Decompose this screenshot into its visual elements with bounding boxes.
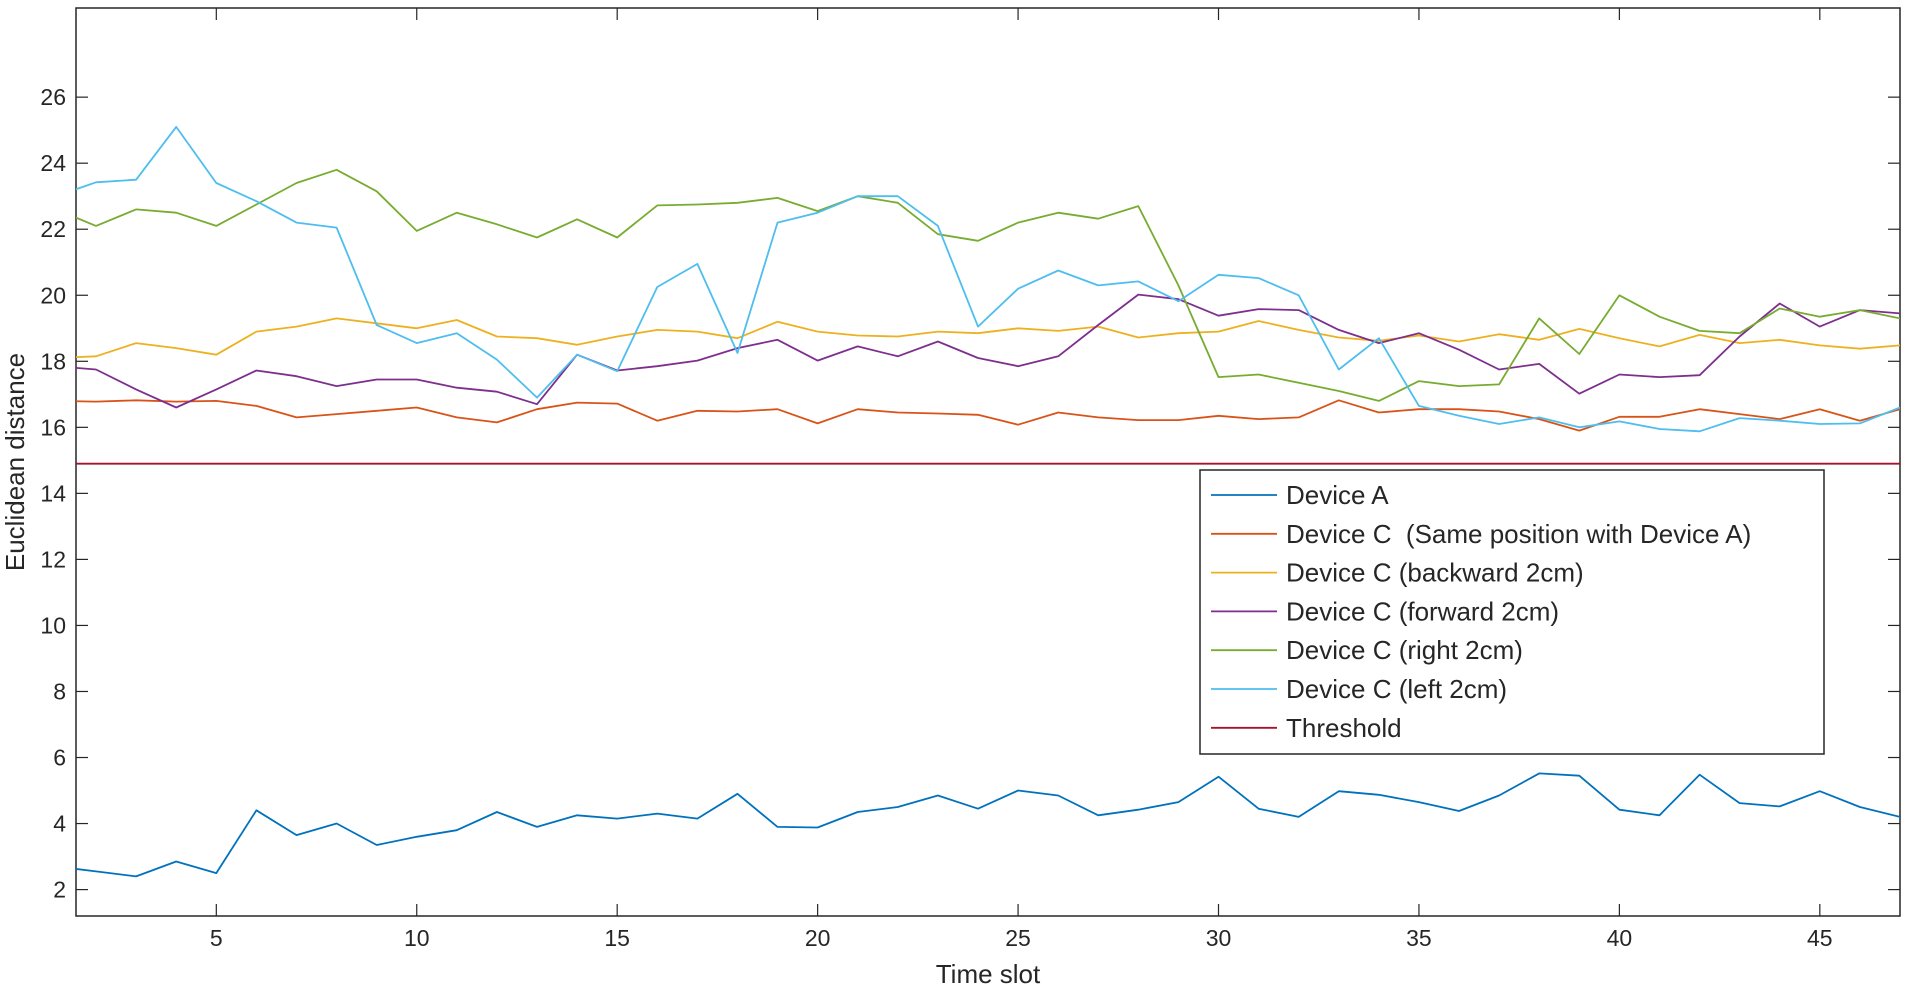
legend-label-4: Device C (right 2cm) [1286, 635, 1523, 665]
x-axis-label: Time slot [936, 959, 1041, 989]
y-axis-label: Euclidean distance [0, 353, 30, 571]
legend: Device A Device C (Same position with Dev… [1199, 469, 1825, 755]
legend-label-3: Device C (forward 2cm) [1286, 596, 1559, 626]
x-tick-label: 45 [1807, 925, 1833, 951]
y-tick-label: 22 [40, 216, 66, 242]
x-tick-label: 30 [1206, 925, 1232, 951]
x-tick-label: 5 [210, 925, 223, 951]
series-line-3 [76, 293, 1900, 409]
legend-label-2: Device C (backward 2cm) [1286, 558, 1584, 588]
y-tick-label: 6 [53, 745, 66, 771]
x-tick-label: 15 [604, 925, 630, 951]
legend-label-0: Device A [1286, 480, 1389, 510]
series-line-2 [76, 317, 1900, 359]
x-tick-label: 40 [1607, 925, 1633, 951]
y-tick-label: 24 [40, 150, 66, 176]
y-tick-label: 8 [53, 678, 66, 704]
series-line-4 [76, 168, 1900, 402]
series-line-0 [76, 772, 1900, 878]
x-tick-label: 35 [1406, 925, 1432, 951]
y-tick-label: 2 [53, 877, 66, 903]
y-tick-label: 12 [40, 546, 66, 572]
series-layer [76, 126, 1900, 878]
y-tick-label: 20 [40, 282, 66, 308]
x-tick-label: 20 [805, 925, 831, 951]
y-tick-label: 4 [53, 811, 66, 837]
x-tick-label: 25 [1005, 925, 1031, 951]
y-tick-label: 16 [40, 414, 66, 440]
legend-box [1199, 469, 1825, 755]
legend-label-5: Device C (left 2cm) [1286, 674, 1507, 704]
y-tick-label: 14 [40, 480, 66, 506]
y-tick-label: 18 [40, 348, 66, 374]
y-tick-label: 26 [40, 84, 66, 110]
legend-label-6: Threshold [1286, 713, 1402, 743]
x-tick-label: 10 [404, 925, 430, 951]
y-tick-label: 10 [40, 612, 66, 638]
series-line-5 [76, 126, 1900, 433]
plot-area [75, 7, 1901, 917]
legend-label-1: Device C (Same position with Device A) [1286, 519, 1751, 549]
